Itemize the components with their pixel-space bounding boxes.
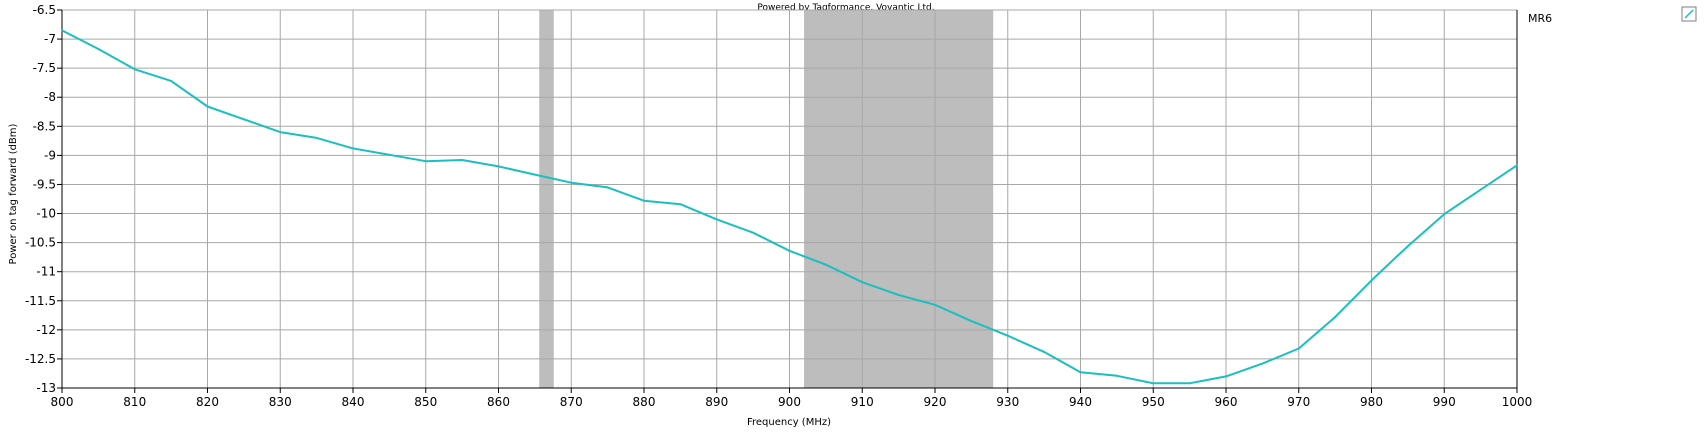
data-point	[533, 173, 536, 176]
x-tick-label: 840	[342, 395, 365, 409]
data-point	[1479, 188, 1482, 191]
data-point	[497, 165, 500, 168]
x-tick-label: 960	[1215, 395, 1238, 409]
data-point	[752, 231, 755, 234]
x-tick-label: 970	[1287, 395, 1310, 409]
shaded-band-0	[539, 10, 554, 388]
data-point	[970, 320, 973, 323]
data-point	[1406, 245, 1409, 248]
data-point	[1043, 350, 1046, 353]
y-tick-label: -7	[44, 32, 56, 46]
x-tick-labels: 800 810 820 830 840 850 860 870 880 890 900 910 920 9…	[51, 395, 1533, 409]
data-point	[824, 263, 827, 266]
y-tick-label: -9	[44, 148, 56, 162]
x-tick-label: 920	[924, 395, 947, 409]
y-tick-label: -6.5	[33, 3, 56, 17]
data-point	[61, 29, 63, 32]
data-point	[242, 118, 245, 121]
data-point	[861, 281, 864, 284]
legend-swatch-line	[1684, 9, 1694, 19]
data-point	[934, 303, 936, 306]
legend-series-label: MR6	[1528, 12, 1552, 25]
data-point	[133, 68, 136, 71]
y-tick-labels: -6.5 -7 -7.5 -8 -8.5 -9 -9.5 -10 -10.5 -11 -11.5 -1…	[25, 3, 56, 395]
data-point	[679, 203, 682, 206]
data-point	[1079, 371, 1082, 374]
x-tick-label: 830	[269, 395, 292, 409]
shaded-band-1	[804, 10, 994, 388]
data-point	[570, 181, 573, 184]
x-tick-label: 910	[851, 395, 874, 409]
grid-lines	[57, 9, 1518, 393]
chart-credit: Powered by Tagformance, Voyantic Ltd.	[757, 3, 934, 13]
y-tick-label: -8.5	[33, 119, 56, 133]
x-axis-title: Frequency (MHz)	[747, 417, 831, 428]
x-tick-label: 880	[633, 395, 656, 409]
x-tick-label: 800	[51, 395, 74, 409]
y-tick-label: -10	[36, 207, 56, 221]
shaded-bands	[539, 10, 994, 388]
y-axis-title: Power on tag forward (dBm)	[8, 123, 19, 264]
data-point	[170, 79, 173, 82]
x-tick-label: 850	[414, 395, 437, 409]
data-point	[1261, 362, 1264, 365]
x-tick-label: 940	[1069, 395, 1092, 409]
y-tick-label: -8	[44, 90, 56, 104]
data-point	[643, 199, 645, 202]
x-tick-label: 820	[196, 395, 219, 409]
x-tick-label: 810	[123, 395, 146, 409]
data-point	[279, 131, 282, 134]
data-point	[788, 249, 791, 252]
y-tick-label: -10.5	[25, 236, 56, 250]
data-point	[897, 293, 900, 296]
x-tick-label: 900	[778, 395, 801, 409]
data-point	[1115, 374, 1118, 377]
x-tick-label: 1000	[1502, 395, 1533, 409]
data-point	[1370, 279, 1373, 282]
data-point	[388, 153, 391, 156]
data-point	[461, 159, 464, 162]
data-point	[206, 105, 209, 108]
series-layer	[61, 29, 1518, 385]
x-tick-label: 870	[560, 395, 583, 409]
y-tick-label: -12	[36, 323, 56, 337]
y-tick-label: -12.5	[25, 352, 56, 366]
data-point	[1152, 382, 1155, 385]
x-tick-label: 990	[1433, 395, 1456, 409]
data-point	[1188, 382, 1191, 385]
data-point	[1006, 334, 1009, 337]
x-tick-label: 980	[1360, 395, 1383, 409]
y-tick-label: -11.5	[25, 294, 56, 308]
x-tick-label: 860	[487, 395, 510, 409]
data-point	[715, 218, 718, 221]
data-point	[1443, 213, 1446, 216]
y-tick-label: -7.5	[33, 61, 56, 75]
data-point	[1516, 164, 1518, 167]
data-point	[606, 186, 609, 189]
data-point	[352, 147, 354, 150]
x-tick-label: 890	[705, 395, 728, 409]
data-point	[1334, 316, 1337, 319]
y-tick-label: -9.5	[33, 177, 56, 191]
data-point	[1225, 375, 1227, 378]
data-point	[315, 136, 318, 139]
data-point	[1297, 347, 1300, 350]
x-tick-label: 950	[1142, 395, 1165, 409]
y-tick-label: -11	[36, 265, 56, 279]
data-point	[97, 47, 100, 50]
data-point	[424, 160, 427, 163]
y-tick-label: -13	[36, 381, 56, 395]
x-tick-label: 930	[996, 395, 1019, 409]
legend-swatch[interactable]	[1681, 6, 1697, 22]
